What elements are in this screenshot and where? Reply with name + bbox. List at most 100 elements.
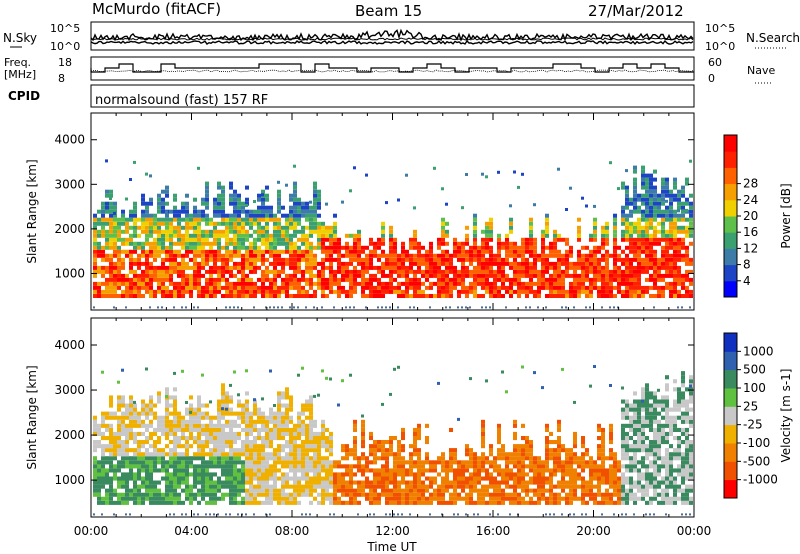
velocity-cell bbox=[257, 488, 261, 493]
power-cell bbox=[497, 285, 501, 290]
velocity-cell bbox=[557, 423, 561, 428]
velocity-cell bbox=[365, 464, 369, 469]
power-cell bbox=[249, 294, 253, 298]
velocity-cell bbox=[177, 472, 181, 477]
power-cell bbox=[297, 253, 301, 258]
velocity-cell bbox=[489, 460, 493, 465]
power-cell bbox=[209, 273, 213, 278]
power-cell bbox=[149, 281, 153, 286]
power-cell bbox=[185, 245, 189, 250]
velocity-cell bbox=[117, 427, 121, 432]
velocity-cell bbox=[173, 456, 177, 461]
power-cell bbox=[677, 277, 681, 282]
velocity-cell bbox=[277, 415, 281, 420]
velocity-cell bbox=[609, 427, 613, 432]
power-cell bbox=[189, 241, 193, 246]
power-cell bbox=[561, 257, 565, 262]
velocity-cell bbox=[501, 480, 505, 485]
power-cell bbox=[537, 289, 541, 294]
power-cell bbox=[689, 201, 693, 206]
power-cell bbox=[257, 257, 261, 262]
power-ground bbox=[653, 306, 655, 309]
power-cell bbox=[289, 277, 293, 282]
velocity-cell bbox=[129, 468, 133, 473]
power-cell bbox=[101, 269, 105, 274]
power-cell bbox=[553, 294, 557, 298]
velocity-cell bbox=[225, 395, 229, 400]
power-cell bbox=[677, 241, 681, 246]
velocity-cell bbox=[217, 448, 221, 453]
power-cell bbox=[105, 294, 109, 298]
power-cell bbox=[669, 209, 673, 214]
power-cell bbox=[141, 213, 145, 218]
power-cell bbox=[613, 273, 617, 278]
velocity-cell bbox=[249, 460, 253, 465]
power-cell bbox=[541, 285, 545, 290]
velocity-cell bbox=[265, 415, 269, 420]
power-cell bbox=[413, 237, 417, 242]
power-cell bbox=[489, 225, 493, 230]
power-cell bbox=[393, 289, 397, 294]
velocity-cell bbox=[417, 500, 421, 505]
velocity-cell bbox=[413, 460, 417, 465]
power-cell bbox=[153, 229, 157, 234]
power-cell bbox=[181, 261, 185, 266]
velocity-cell bbox=[301, 431, 305, 436]
power-cell bbox=[173, 253, 177, 258]
power-cell bbox=[657, 201, 661, 206]
velocity-ground bbox=[545, 513, 547, 516]
power-cell bbox=[497, 249, 501, 254]
velocity-cell bbox=[169, 484, 173, 489]
power-cell bbox=[157, 197, 161, 202]
velocity-cell bbox=[93, 492, 97, 497]
power-cell bbox=[477, 249, 481, 254]
power-cell bbox=[405, 265, 409, 270]
power-cell bbox=[413, 257, 417, 262]
velocity-cell bbox=[385, 440, 389, 445]
power-cell bbox=[361, 245, 365, 250]
velocity-cell bbox=[241, 403, 245, 408]
power-cell bbox=[249, 289, 253, 294]
velocity-cell bbox=[181, 419, 185, 424]
velocity-cell bbox=[209, 415, 213, 420]
power-cell bbox=[645, 285, 649, 290]
velocity-cell bbox=[513, 460, 517, 465]
power-cell bbox=[105, 289, 109, 294]
velocity-cell bbox=[261, 456, 265, 461]
power-cell bbox=[105, 245, 109, 250]
velocity-cell bbox=[137, 488, 141, 493]
power-ground bbox=[225, 306, 227, 309]
velocity-cell bbox=[445, 464, 449, 469]
velocity-cell bbox=[229, 484, 233, 489]
power-cell bbox=[381, 289, 385, 294]
velocity-cell bbox=[113, 448, 117, 453]
power-cell bbox=[525, 241, 529, 246]
velocity-cell bbox=[361, 468, 365, 473]
power-cell bbox=[413, 294, 417, 298]
velocity-cell bbox=[413, 500, 417, 505]
power-cell bbox=[205, 181, 209, 186]
power-cell bbox=[645, 261, 649, 266]
velocity-cell bbox=[185, 423, 189, 428]
power-cell bbox=[353, 245, 357, 250]
velocity-cell bbox=[205, 472, 209, 477]
power-cell bbox=[677, 189, 681, 194]
velocity-cell bbox=[245, 500, 249, 505]
velocity-cell bbox=[281, 391, 285, 396]
velocity-cell bbox=[269, 431, 273, 436]
power-cell bbox=[229, 253, 233, 258]
power-cell bbox=[641, 169, 645, 174]
velocity-cell bbox=[273, 488, 277, 493]
power-cell bbox=[213, 289, 217, 294]
velocity-cell bbox=[533, 480, 537, 485]
velocity-cell bbox=[585, 452, 589, 457]
velocity-cell bbox=[189, 464, 193, 469]
power-cell bbox=[141, 277, 145, 282]
velocity-cell bbox=[509, 500, 513, 505]
power-cell bbox=[153, 245, 157, 250]
power-cell bbox=[277, 229, 281, 234]
power-cell bbox=[621, 289, 625, 294]
velocity-speck bbox=[133, 400, 136, 404]
velocity-cell bbox=[265, 492, 269, 497]
power-cell bbox=[301, 249, 305, 254]
